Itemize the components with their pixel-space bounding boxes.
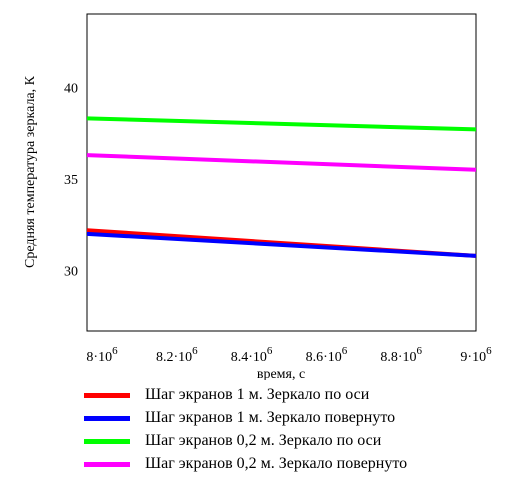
legend-label: Шаг экранов 0,2 м. Зеркало повернуто <box>145 455 408 472</box>
series-line-3 <box>86 116 477 132</box>
x-tick-label: 8.2·106 <box>156 345 198 365</box>
legend-item: Шаг экранов 0,2 м. Зеркало повернуто <box>84 453 514 476</box>
y-tick-label: 35 <box>64 173 78 188</box>
y-ticks: 30 35 40 <box>64 81 78 279</box>
series-line-2 <box>86 231 477 258</box>
legend-swatch <box>84 462 130 467</box>
legend-item: Шаг экранов 1 м. Зеркало повернуто <box>84 407 514 430</box>
chart-figure: 30 35 40 8·106 8.2·106 8.4·106 8.6·106 8.8·106… <box>23 13 492 380</box>
x-tick-label: 8·106 <box>86 345 118 365</box>
x-axis-label: время, с <box>257 367 305 380</box>
y-tick-label: 40 <box>64 81 78 96</box>
x-tick-label: 8.8·106 <box>380 345 422 365</box>
y-axis-label: Средняя температура зеркала, К <box>23 75 38 268</box>
series-layer <box>86 116 477 258</box>
legend-label: Шаг экранов 1 м. Зеркало повернуто <box>145 409 396 426</box>
legend-label: Шаг экранов 0,2 м. Зеркало по оси <box>145 432 382 449</box>
legend-item: Шаг экранов 0,2 м. Зеркало по оси <box>84 430 514 453</box>
x-tick-label: 8.6·106 <box>306 345 348 365</box>
legend-swatch <box>84 416 130 421</box>
series-line-4 <box>86 153 477 172</box>
y-tick-label: 30 <box>64 265 78 280</box>
x-tick-label: 9·106 <box>460 345 492 365</box>
x-tick-label: 8.4·106 <box>231 345 273 365</box>
legend-label: Шаг экранов 1 м. Зеркало по оси <box>145 386 370 403</box>
legend-swatch <box>84 439 130 444</box>
legend-item: Шаг экранов 1 м. Зеркало по оси <box>84 384 514 407</box>
legend: Шаг экранов 1 м. Зеркало по оси Шаг экра… <box>84 384 514 476</box>
legend-swatch <box>84 393 130 398</box>
x-ticks: 8·106 8.2·106 8.4·106 8.6·106 8.8·106 9·106 <box>86 345 492 365</box>
plot-frame <box>86 13 477 332</box>
